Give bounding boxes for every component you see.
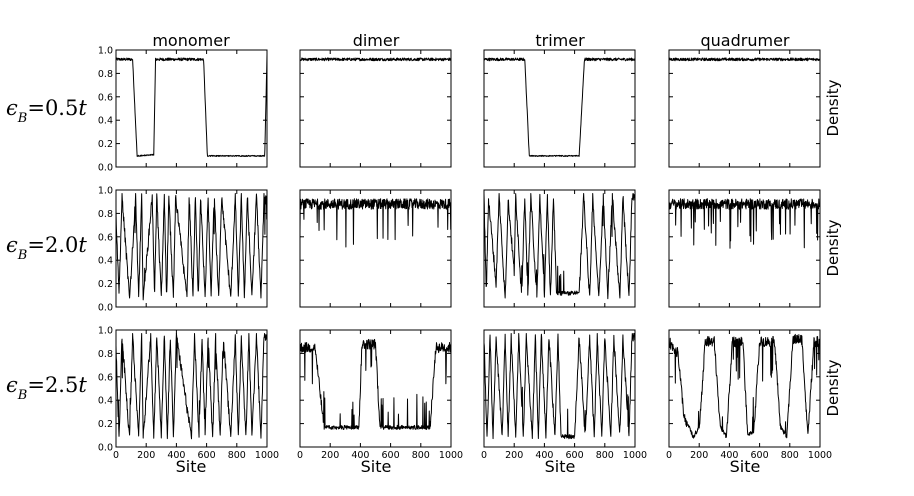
panel-trimer-row-3: 0 200 400 600 800 1000 bbox=[481, 329, 647, 461]
x-tick-label: 800 bbox=[412, 450, 430, 461]
y-tick-label: 1.0 bbox=[98, 186, 113, 197]
panel-dimer-row-3: 0 200 400 600 800 1000 bbox=[297, 329, 463, 461]
x-tick-label: 400 bbox=[535, 450, 553, 461]
x-tick-label: 1000 bbox=[439, 450, 463, 461]
panel-frame bbox=[299, 189, 452, 308]
y-tick-label: 0.6 bbox=[98, 232, 113, 243]
x-tick-label: 200 bbox=[505, 450, 523, 461]
x-tick-label: 600 bbox=[382, 450, 400, 461]
x-tick-label: 600 bbox=[566, 450, 584, 461]
density-label-row-3: Density bbox=[824, 359, 842, 416]
panel-dimer-row-1 bbox=[299, 49, 452, 168]
y-tick-label: 0.8 bbox=[98, 69, 113, 80]
x-tick-label: 600 bbox=[198, 450, 216, 461]
x-axis-label-quadrumer: Site bbox=[730, 457, 761, 476]
density-series-line bbox=[483, 333, 636, 440]
y-tick-label: 0.0 bbox=[98, 163, 113, 174]
density-series-line bbox=[115, 193, 268, 301]
y-tick-label: 0.8 bbox=[98, 349, 113, 360]
panel-frame bbox=[483, 189, 636, 308]
x-tick-label: 200 bbox=[137, 450, 155, 461]
density-series-line bbox=[299, 198, 452, 248]
row-label-3: ϵB=2.5t bbox=[6, 373, 87, 403]
panel-frame bbox=[668, 189, 821, 308]
x-axis-label-monomer: Site bbox=[176, 457, 207, 476]
x-tick-label: 0 bbox=[113, 450, 119, 461]
y-tick-label: 0.0 bbox=[98, 443, 113, 454]
y-tick-label: 0.4 bbox=[98, 256, 113, 267]
y-tick-label: 1.0 bbox=[98, 326, 113, 337]
y-tick-label: 0.6 bbox=[98, 372, 113, 383]
density-series-line bbox=[668, 198, 821, 249]
row-label-2: ϵB=2.0t bbox=[6, 233, 87, 263]
density-series-line bbox=[299, 57, 452, 62]
x-tick-label: 200 bbox=[321, 450, 339, 461]
column-title-monomer: monomer bbox=[152, 31, 230, 50]
density-series-line bbox=[115, 54, 268, 157]
panel-quadrumer-row-1 bbox=[668, 49, 821, 168]
y-tick-label: 0.2 bbox=[98, 139, 113, 150]
panel-frame bbox=[483, 49, 636, 168]
row-label-1: ϵB=0.5t bbox=[6, 96, 87, 126]
y-tick-label: 0.2 bbox=[98, 279, 113, 290]
x-tick-label: 600 bbox=[751, 450, 769, 461]
density-series-line bbox=[299, 338, 452, 430]
panel-frame bbox=[299, 329, 452, 448]
panel-dimer-row-2 bbox=[299, 189, 452, 308]
y-tick-label: 0.8 bbox=[98, 209, 113, 220]
panel-frame bbox=[483, 329, 636, 448]
x-tick-label: 400 bbox=[167, 450, 185, 461]
x-tick-label: 0 bbox=[666, 450, 672, 461]
density-series-line bbox=[483, 193, 636, 300]
x-axis-label-dimer: Site bbox=[361, 457, 392, 476]
y-tick-label: 0.4 bbox=[98, 116, 113, 127]
x-tick-label: 1000 bbox=[808, 450, 832, 461]
density-label-row-1: Density bbox=[824, 79, 842, 136]
x-tick-label: 800 bbox=[596, 450, 614, 461]
panel-monomer-row-1: 0.0 0.2 0.4 0.6 0.8 1.0 bbox=[98, 46, 268, 174]
panels-group: 0.00.20.40.60.81.00.00.20.40.60.81.00.00… bbox=[98, 46, 832, 462]
density-series-line bbox=[115, 333, 268, 440]
panel-frame bbox=[115, 329, 268, 448]
panel-frame bbox=[115, 189, 268, 308]
density-series-line bbox=[483, 57, 636, 157]
panel-frame bbox=[115, 49, 268, 168]
density-label-row-2: Density bbox=[824, 219, 842, 276]
y-tick-label: 1.0 bbox=[98, 46, 113, 57]
x-tick-label: 800 bbox=[228, 450, 246, 461]
x-axis-label-trimer: Site bbox=[545, 457, 576, 476]
panel-monomer-row-3: 0.0 0.2 0.4 0.6 0.8 1.0 0 200 400 600 800 1000 bbox=[98, 326, 279, 462]
panel-quadrumer-row-3: 0 200 400 600 800 1000 bbox=[666, 329, 832, 461]
y-tick-label: 0.4 bbox=[98, 396, 113, 407]
column-title-quadrumer: quadrumer bbox=[701, 31, 790, 50]
panel-trimer-row-1 bbox=[483, 49, 636, 168]
y-tick-label: 0.0 bbox=[98, 303, 113, 314]
x-tick-label: 0 bbox=[481, 450, 487, 461]
x-tick-label: 800 bbox=[781, 450, 799, 461]
column-title-trimer: trimer bbox=[535, 31, 585, 50]
x-tick-label: 1000 bbox=[623, 450, 647, 461]
panel-trimer-row-2 bbox=[483, 189, 636, 308]
column-title-dimer: dimer bbox=[353, 31, 400, 50]
y-tick-label: 0.6 bbox=[98, 92, 113, 103]
density-series-line bbox=[668, 57, 821, 62]
x-tick-label: 400 bbox=[720, 450, 738, 461]
x-tick-label: 1000 bbox=[255, 450, 279, 461]
x-tick-label: 0 bbox=[297, 450, 303, 461]
y-tick-label: 0.2 bbox=[98, 419, 113, 430]
x-tick-label: 400 bbox=[351, 450, 369, 461]
density-series-line bbox=[668, 333, 821, 439]
x-tick-label: 200 bbox=[690, 450, 708, 461]
panel-frame bbox=[668, 49, 821, 168]
panel-monomer-row-2: 0.0 0.2 0.4 0.6 0.8 1.0 bbox=[98, 186, 268, 314]
panel-frame bbox=[668, 329, 821, 448]
panel-quadrumer-row-2 bbox=[668, 189, 821, 308]
panel-frame bbox=[299, 49, 452, 168]
